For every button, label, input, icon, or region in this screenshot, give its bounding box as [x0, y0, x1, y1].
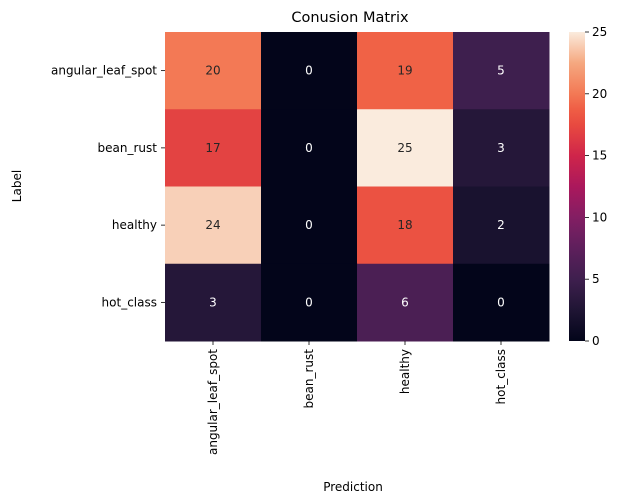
colorbar-tick-label: 15 — [592, 149, 607, 163]
heatmap-cell — [261, 263, 358, 342]
y-tick-label: angular_leaf_spot — [51, 64, 157, 78]
colorbar-tick-label: 0 — [592, 334, 600, 348]
colorbar-tick-label: 25 — [592, 25, 607, 39]
heatmap-cell — [261, 109, 358, 187]
x-axis-label: Prediction — [323, 480, 383, 494]
heatmap-cell — [261, 186, 358, 265]
heatmap-cell — [453, 32, 550, 110]
x-tick-label: hot_class — [494, 349, 508, 404]
cell-value-label: 0 — [305, 141, 313, 155]
cell-value-label: 6 — [401, 295, 409, 309]
y-tick-label: bean_rust — [98, 141, 158, 155]
colorbar-tick-label: 10 — [592, 210, 607, 224]
chart-title: Conusion Matrix — [291, 10, 409, 26]
cell-value-label: 0 — [305, 64, 313, 78]
x-tick-label: bean_rust — [302, 349, 316, 409]
y-tick-label: hot_class — [102, 295, 157, 309]
heatmap-cell — [357, 186, 454, 265]
colorbar-tick-label: 5 — [592, 272, 600, 286]
heatmap-cell — [453, 109, 550, 187]
colorbar — [569, 32, 585, 341]
heatmap-cell — [453, 186, 550, 265]
heatmap-cell — [165, 263, 262, 342]
cell-value-label: 24 — [205, 218, 220, 232]
heatmap-annotations: 20 0 19 5 17 0 25 3 24 0 18 2 3 0 6 0 — [205, 64, 504, 310]
cell-value-label: 0 — [305, 218, 313, 232]
x-tick-labels: angular_leaf_spot bean_rust healthy hot_cla… — [206, 341, 508, 455]
heatmap-cell — [165, 109, 262, 187]
heatmap-cell — [261, 32, 358, 110]
y-axis-label: Label — [10, 170, 24, 202]
colorbar-tick-label: 20 — [592, 87, 607, 101]
heatmap-cells — [165, 32, 550, 342]
heatmap-cell — [165, 32, 262, 110]
cell-value-label: 3 — [497, 141, 505, 155]
heatmap-cell — [357, 32, 454, 110]
cell-value-label: 17 — [205, 141, 220, 155]
heatmap-cell — [453, 263, 550, 342]
cell-value-label: 0 — [305, 295, 313, 309]
cell-value-label: 5 — [497, 64, 505, 78]
heatmap-cell — [357, 109, 454, 187]
colorbar-ticks: 0 5 10 15 20 25 — [585, 25, 607, 348]
cell-value-label: 20 — [205, 64, 220, 78]
cell-value-label: 25 — [397, 141, 412, 155]
cell-value-label: 18 — [397, 218, 412, 232]
heatmap-cell — [357, 263, 454, 342]
cell-value-label: 0 — [497, 295, 505, 309]
cell-value-label: 19 — [397, 64, 412, 78]
cell-value-label: 2 — [497, 218, 505, 232]
x-tick-label: healthy — [398, 349, 412, 394]
y-tick-label: healthy — [112, 218, 157, 232]
cell-value-label: 3 — [209, 295, 217, 309]
x-tick-label: angular_leaf_spot — [206, 349, 220, 455]
heatmap-cell — [165, 186, 262, 265]
